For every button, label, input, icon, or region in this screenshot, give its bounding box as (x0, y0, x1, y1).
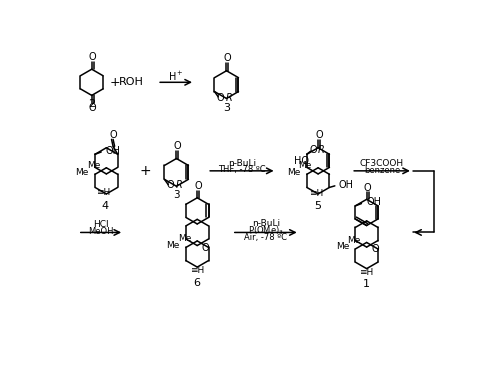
Text: ≡H: ≡H (190, 266, 204, 276)
Text: 3: 3 (223, 103, 230, 113)
Text: Me: Me (347, 236, 361, 245)
Text: 4: 4 (101, 201, 108, 211)
Text: CF3COOH: CF3COOH (360, 159, 404, 168)
Text: Me: Me (166, 241, 180, 250)
Text: Me: Me (287, 168, 301, 177)
Text: R: R (176, 180, 182, 191)
Text: OH: OH (106, 146, 121, 156)
Text: Me: Me (87, 161, 100, 170)
Text: OH: OH (366, 197, 381, 207)
Text: Air, -78 ºC: Air, -78 ºC (244, 233, 287, 242)
Text: ROH: ROH (120, 77, 144, 87)
Text: H$^+$: H$^+$ (168, 70, 183, 84)
Text: Me: Me (178, 234, 191, 243)
Text: MeOH: MeOH (88, 227, 114, 236)
Text: O: O (89, 103, 97, 113)
Text: O: O (167, 180, 174, 191)
Text: O: O (223, 53, 231, 64)
Text: O: O (364, 183, 371, 193)
Text: R: R (317, 145, 324, 155)
Text: Me: Me (298, 161, 312, 170)
Text: 3: 3 (173, 191, 180, 200)
Text: 1: 1 (363, 279, 370, 289)
Text: O: O (89, 52, 97, 62)
Text: O: O (309, 145, 317, 155)
Text: 5: 5 (315, 201, 321, 211)
Text: O: O (371, 245, 379, 254)
Text: 6: 6 (194, 277, 201, 288)
Text: OH: OH (339, 180, 354, 190)
Text: +: + (140, 164, 151, 178)
Text: n-BuLi: n-BuLi (228, 159, 256, 168)
Text: O: O (315, 130, 323, 141)
Text: HO: HO (294, 156, 309, 166)
Text: benzene: benzene (364, 166, 400, 174)
Text: Me: Me (75, 168, 89, 177)
Text: Me: Me (336, 242, 349, 251)
Text: O: O (202, 243, 210, 253)
Text: ≡H: ≡H (310, 189, 324, 199)
Text: ≡H: ≡H (360, 268, 374, 277)
Text: O: O (217, 93, 224, 103)
Text: HCl: HCl (93, 220, 109, 229)
Text: O: O (109, 130, 117, 140)
Text: P(OMe)$_3$: P(OMe)$_3$ (248, 225, 284, 237)
Text: n-BuLi: n-BuLi (252, 219, 280, 228)
Text: R: R (226, 93, 232, 103)
Text: ≡H: ≡H (96, 188, 110, 197)
Text: +: + (110, 76, 120, 89)
Text: O: O (173, 141, 181, 151)
Text: 2: 2 (88, 99, 95, 109)
Text: THF, -78 ºC: THF, -78 ºC (218, 165, 266, 174)
Text: O: O (194, 181, 202, 191)
